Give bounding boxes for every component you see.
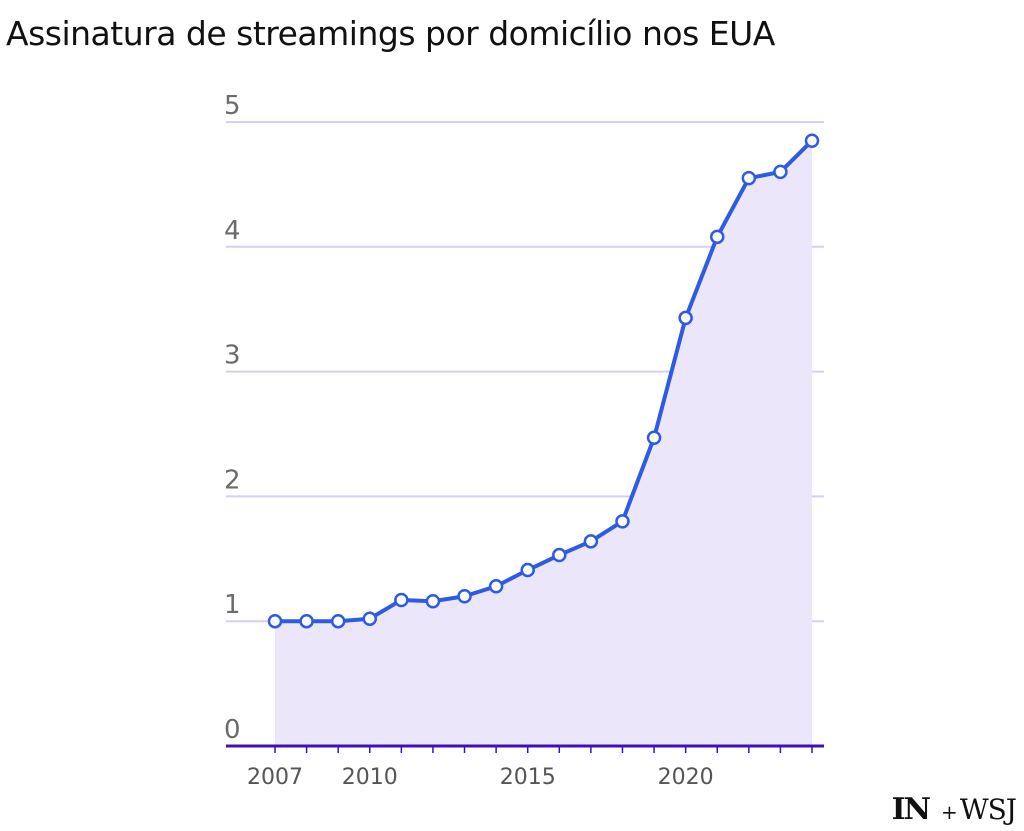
data-point <box>646 430 662 445</box>
x-tick-label: 2010 <box>342 765 398 790</box>
data-point <box>267 613 283 629</box>
y-tick-label: 5 <box>224 91 241 121</box>
logo-plus: + <box>941 800 958 824</box>
data-point <box>488 579 504 594</box>
x-axis-ticks <box>274 746 813 753</box>
data-point <box>394 592 409 608</box>
x-axis-labels: 2007 2010 2015 2020 <box>247 765 714 790</box>
x-tick-label: 2015 <box>500 765 556 790</box>
data-point <box>425 593 441 609</box>
y-tick-label: 0 <box>224 715 241 745</box>
y-tick-label: 2 <box>224 465 241 495</box>
logo-in: IN <box>891 792 931 827</box>
data-point <box>362 611 378 626</box>
y-tick-label: 4 <box>224 216 241 246</box>
y-tick-label: 3 <box>224 341 241 371</box>
data-point <box>741 170 757 186</box>
data-point <box>299 613 314 629</box>
data-point <box>615 514 630 529</box>
data-point <box>804 133 820 148</box>
data-point <box>457 588 472 604</box>
x-tick-label: 2007 <box>247 765 303 790</box>
data-point <box>520 562 535 578</box>
data-points <box>267 133 820 629</box>
logo-wsj: WSJ <box>959 793 1017 826</box>
chart-title: Assinatura de streamings por domicílio n… <box>6 14 775 53</box>
publisher-logo: IN + WSJ <box>891 792 1017 827</box>
data-point <box>552 547 567 563</box>
data-point <box>773 164 788 180</box>
y-tick-label: 1 <box>224 590 241 620</box>
data-point <box>709 229 725 245</box>
y-axis-labels: 0 1 2 3 4 5 <box>224 91 241 745</box>
x-tick-label: 2020 <box>658 765 714 790</box>
data-point <box>678 310 693 326</box>
data-point <box>583 534 599 549</box>
area-fill <box>275 140 812 747</box>
data-point <box>330 613 346 629</box>
